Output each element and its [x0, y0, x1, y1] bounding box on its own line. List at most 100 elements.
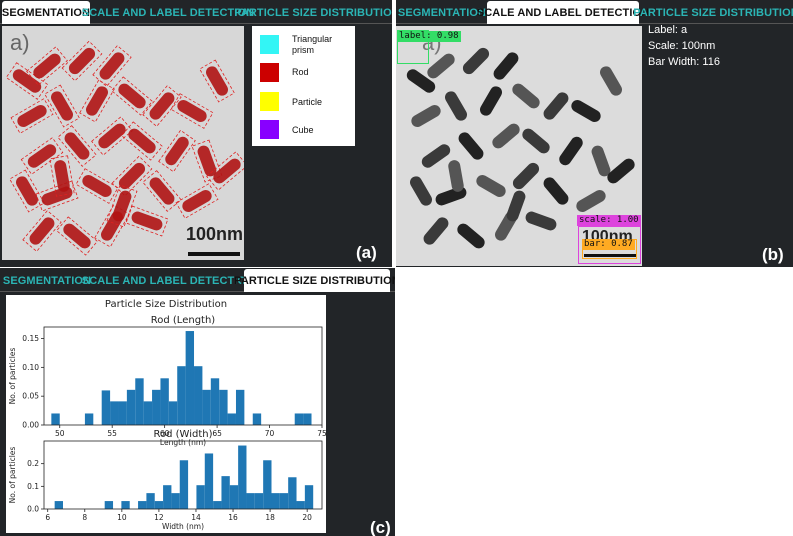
- nanorod: [57, 125, 97, 167]
- red-swatch-icon: [260, 63, 279, 82]
- histogram-bar: [219, 389, 228, 425]
- tab-bar: SEGMENTATION SCALE AND LABEL DETECTION P…: [396, 0, 793, 24]
- tab-scale-label-detection[interactable]: SCALE AND LABEL DETECTION: [477, 1, 649, 24]
- y-tick-label: 0.0: [27, 505, 39, 514]
- yellow-swatch-icon: [260, 92, 279, 111]
- histogram-bar: [246, 493, 255, 509]
- nanorod: [492, 123, 520, 149]
- histogram-bar: [185, 331, 195, 425]
- nanorod: [79, 79, 115, 123]
- nanorod: [559, 136, 583, 166]
- histogram-bar: [143, 401, 153, 425]
- histogram-bar: [202, 389, 211, 425]
- panel-label-c: (c): [370, 518, 391, 536]
- tab-bar: SEGMENTATION SCALE AND LABEL DETECTION P…: [0, 268, 395, 292]
- x-tick-label: 70: [265, 429, 275, 438]
- nanorod: [44, 84, 80, 128]
- label-detection-tag: label: 0.98: [397, 31, 461, 42]
- scale-detection-panel: SEGMENTATION SCALE AND LABEL DETECTION P…: [396, 0, 793, 267]
- histogram-bar: [263, 460, 272, 509]
- y-axis-label: No. of particles: [8, 447, 17, 504]
- nanorod: [411, 105, 441, 127]
- nanorod: [448, 160, 464, 192]
- nanorod: [607, 158, 635, 184]
- detected-bar-width-text: Bar Width: 116: [648, 56, 720, 68]
- cyan-swatch-icon: [260, 35, 279, 54]
- nanorod: [591, 145, 611, 177]
- histogram-bar: [160, 378, 169, 425]
- histogram-bar: [213, 501, 222, 509]
- detected-scale-text: Scale: 100nm: [648, 40, 716, 52]
- histogram-bar: [221, 476, 230, 509]
- nanorod: [199, 59, 235, 103]
- tab-segmentation[interactable]: SEGMENTATION: [397, 6, 487, 19]
- legend-item-particle: [260, 92, 279, 111]
- histogram-bar: [104, 501, 114, 509]
- histogram-bar: [110, 401, 119, 425]
- rods-image: [406, 47, 635, 249]
- x-tick-label: 14: [191, 513, 201, 522]
- histogram-bar: [238, 445, 247, 509]
- image-label: a): [10, 30, 30, 55]
- label-detection-box: [397, 30, 429, 64]
- tab-scale-label-detection[interactable]: SCALE AND LABEL DETECTION: [81, 274, 255, 287]
- nanorod: [142, 170, 182, 212]
- nanorod: [600, 66, 622, 96]
- nanorod: [506, 190, 526, 222]
- x-axis-label: Length (nm): [160, 438, 206, 447]
- x-tick-label: 18: [265, 513, 275, 522]
- nanorod: [543, 177, 569, 205]
- axes-frame: [43, 440, 323, 510]
- distribution-figure: Particle Size Distribution Rod (Length) 50…: [6, 295, 327, 533]
- x-tick-label: 10: [117, 513, 127, 522]
- histogram-bar: [227, 413, 236, 425]
- histogram-bar: [101, 390, 111, 425]
- histogram-bar: [152, 389, 161, 425]
- x-tick-label: 6: [45, 513, 50, 522]
- segmented-micrograph: a) 100nm: [2, 26, 244, 260]
- histogram-bar: [163, 485, 172, 509]
- nanorod: [457, 223, 485, 249]
- histogram-bar: [168, 401, 178, 425]
- figure-suptitle: Particle Size Distribution: [105, 299, 227, 310]
- nanorod: [26, 46, 68, 86]
- nanorod: [512, 162, 540, 190]
- histogram-bar: [210, 378, 220, 425]
- nanorod: [111, 76, 153, 116]
- panel-label-b: (b): [762, 245, 784, 264]
- nanorod: [142, 85, 182, 127]
- tab-scale-label-detection[interactable]: SCALE AND LABEL DETECTION: [81, 6, 255, 19]
- tab-particle-size-distribution[interactable]: PARTICLE SIZE DISTRIBUTION: [633, 6, 793, 19]
- legend-label-triangular-prism: Triangular prism: [292, 34, 333, 55]
- tab-segmentation[interactable]: SEGMENTATION: [2, 1, 90, 24]
- nanorod: [445, 91, 467, 121]
- segmentation-panel: SEGMENTATION SCALE AND LABEL DETECTION P…: [0, 0, 392, 267]
- legend-item-triangular-prism: [260, 35, 279, 54]
- tab-segmentation[interactable]: SEGMENTATION: [2, 274, 92, 287]
- nanorod: [525, 211, 557, 231]
- nanorod: [476, 175, 506, 197]
- histogram-bar: [177, 366, 186, 425]
- nanorod: [170, 93, 214, 129]
- nanorod: [493, 52, 519, 80]
- histogram-bar: [194, 366, 203, 425]
- histogram-bar: [179, 460, 189, 509]
- histogram-bar: [154, 501, 164, 509]
- histogram-bar: [252, 413, 262, 425]
- histogram-bar: [303, 413, 312, 425]
- nanorod: [75, 168, 119, 204]
- scale-text: 100nm: [186, 224, 244, 244]
- histogram-bar: [254, 493, 264, 509]
- x-axis-label: Width (nm): [162, 522, 204, 531]
- nanorod: [427, 53, 455, 79]
- tab-particle-size-distribution[interactable]: PARTICLE SIZE DISTRIBUTION: [234, 6, 392, 19]
- segmentation-overlay: [5, 40, 244, 256]
- x-tick-label: 65: [212, 429, 222, 438]
- histogram-bar: [84, 413, 94, 425]
- histogram-bar: [196, 485, 205, 509]
- nanorod: [480, 86, 502, 116]
- nanorod: [423, 217, 449, 245]
- y-tick-label: 0.05: [22, 392, 39, 401]
- nanorod: [175, 183, 219, 219]
- tab-particle-size-distribution[interactable]: PARTICLE SIZE DISTRIBUTION: [234, 269, 395, 292]
